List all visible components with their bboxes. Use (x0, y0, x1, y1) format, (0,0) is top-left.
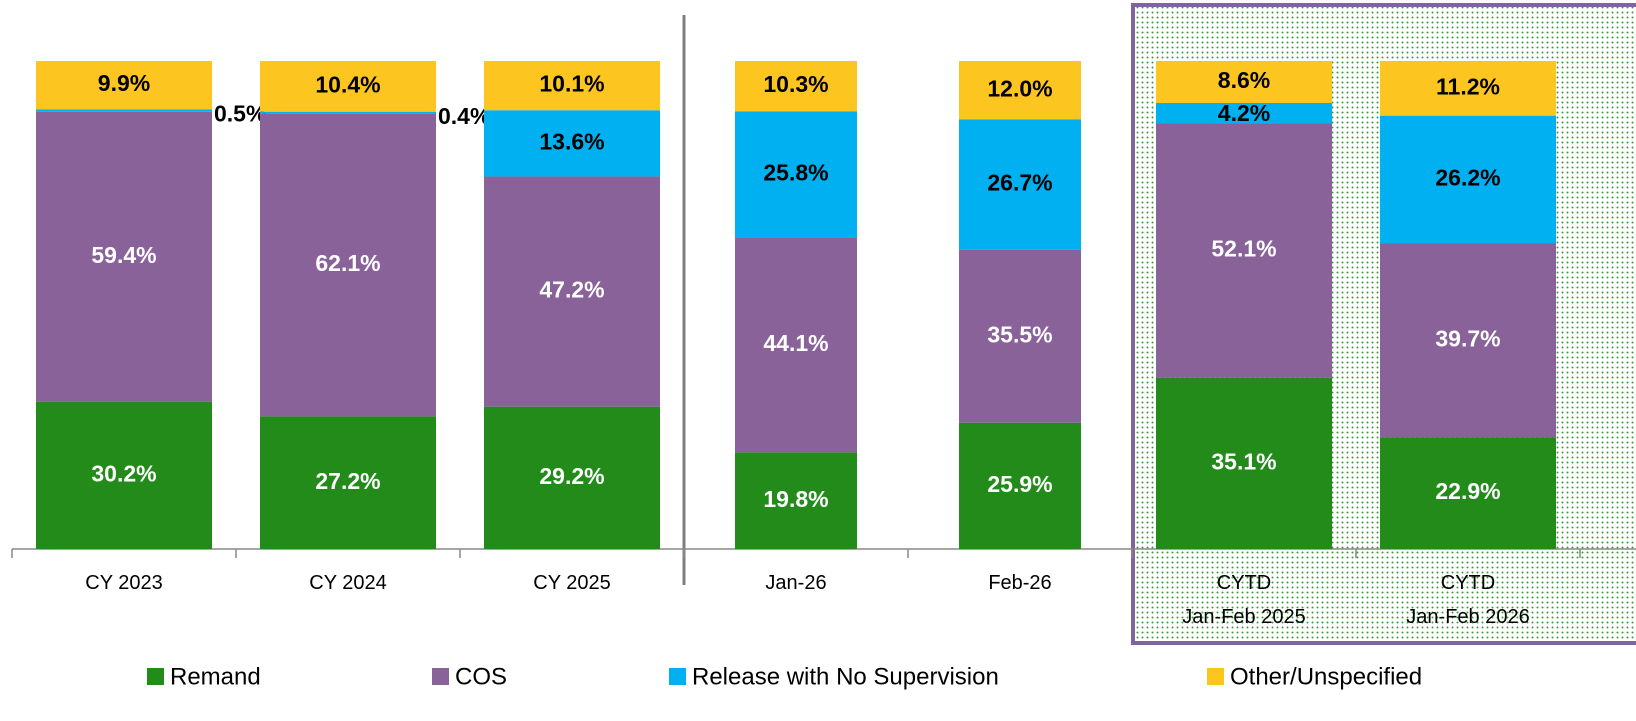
data-label: 8.6% (1218, 67, 1270, 93)
bar-segment (260, 416, 436, 549)
bar-segment (959, 119, 1081, 250)
x-tick-label: CY 2023 (85, 572, 163, 594)
x-tick-label: Feb-26 (988, 572, 1052, 594)
data-label: 22.9% (1435, 478, 1500, 504)
data-label: 9.9% (98, 70, 150, 96)
bar-segment (959, 249, 1081, 423)
bar-segment (36, 109, 212, 112)
data-label: 12.0% (987, 75, 1052, 101)
legend-swatch (432, 668, 449, 685)
legend-swatch (147, 668, 164, 685)
bar-segment (1156, 102, 1332, 124)
data-label: 35.1% (1211, 448, 1276, 474)
legend-label: COS (455, 663, 507, 690)
legend-label: Remand (170, 663, 261, 690)
bar-segment (260, 113, 436, 417)
bar-segment (735, 452, 857, 549)
bar-segment (1156, 377, 1332, 549)
bar-segment (1380, 437, 1556, 549)
data-label: 10.1% (539, 71, 604, 97)
bar-segment (1156, 123, 1332, 378)
data-label: 27.2% (315, 468, 380, 494)
data-label: 59.4% (91, 242, 156, 268)
bar-segment (260, 111, 436, 114)
bar-segment (36, 61, 212, 110)
data-label: 4.2% (1218, 100, 1270, 126)
bar-segment (1156, 61, 1332, 103)
data-label: 44.1% (763, 330, 828, 356)
legend-label: Other/Unspecified (1230, 663, 1422, 690)
bar-segment (484, 110, 660, 177)
data-label: 19.8% (763, 486, 828, 512)
data-label: 29.2% (539, 463, 604, 489)
bar-segment (959, 422, 1081, 549)
data-label: 30.2% (91, 460, 156, 486)
legend-label: Release with No Supervision (692, 663, 999, 690)
x-tick-label: Jan-26 (765, 572, 827, 594)
data-label: 0.4% (438, 103, 490, 129)
legend-swatch (669, 668, 686, 685)
bar-segment (1380, 243, 1556, 438)
data-label: 11.2% (1436, 73, 1500, 99)
bar-segment (735, 237, 857, 453)
data-label: 13.6% (539, 128, 604, 154)
bar-segment (1380, 61, 1556, 116)
bar-segment (1380, 115, 1556, 244)
x-tick-label: CY 2025 (533, 572, 611, 594)
data-label: 26.2% (1435, 165, 1500, 191)
x-tick-label: CYTD Jan-Feb 2026 (1406, 572, 1530, 628)
bar-segment (959, 61, 1081, 120)
x-tick-label: CYTD Jan-Feb 2025 (1182, 572, 1306, 628)
legend-swatch (1207, 668, 1224, 685)
bar-segment (735, 61, 857, 112)
data-label: 25.8% (763, 159, 828, 185)
bar-segment (484, 61, 660, 111)
data-label: 25.9% (987, 471, 1052, 497)
data-label: 0.5% (214, 100, 266, 126)
x-tick-label: CY 2024 (309, 572, 387, 594)
bar-segment (36, 111, 212, 402)
data-label: 35.5% (987, 321, 1052, 347)
data-label: 39.7% (1435, 325, 1500, 351)
data-label: 10.4% (315, 71, 380, 97)
bar-segment (36, 401, 212, 549)
data-label: 52.1% (1211, 236, 1276, 262)
bar-segment (484, 406, 660, 549)
bar-segment (260, 61, 436, 112)
data-label: 62.1% (315, 250, 380, 276)
data-label: 10.3% (763, 71, 828, 97)
bar-segment (484, 176, 660, 407)
bar-segment (735, 111, 857, 238)
data-label: 47.2% (539, 277, 604, 303)
data-label: 26.7% (987, 170, 1052, 196)
